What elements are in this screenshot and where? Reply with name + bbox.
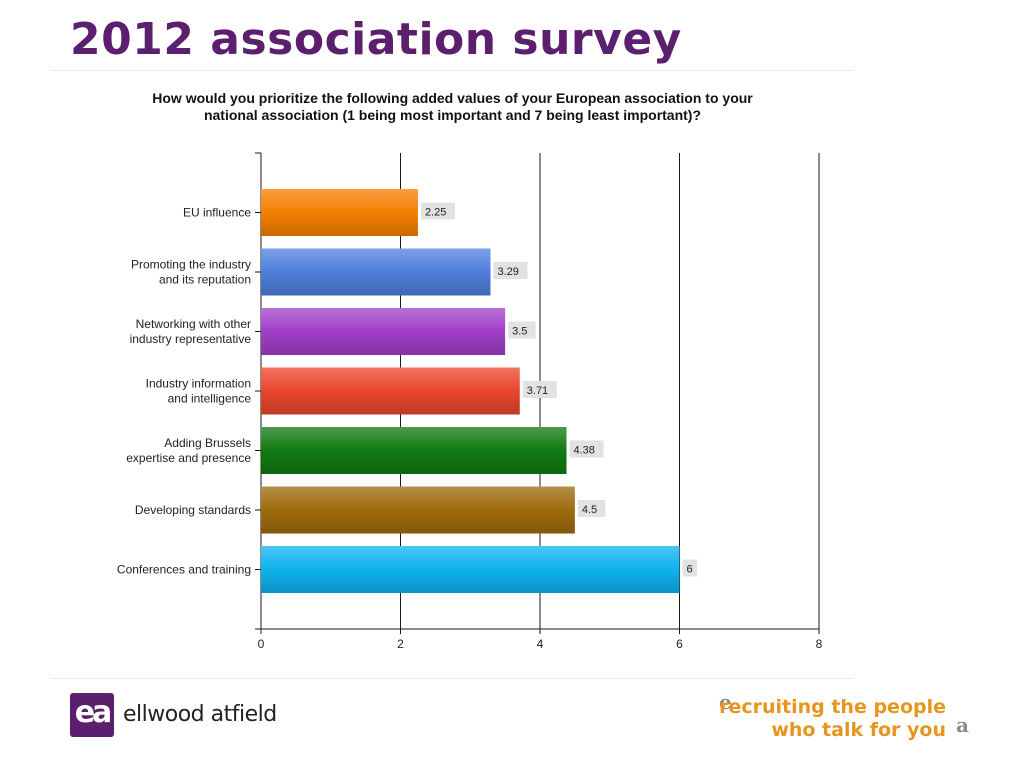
data-label-box: [493, 262, 528, 279]
bar: [261, 189, 418, 236]
ellwood-atfield-logo: ea: [70, 693, 114, 737]
tagline-quote-mark-right: a: [956, 713, 969, 737]
data-label-box: [682, 559, 697, 577]
data-label: 2.25: [425, 207, 446, 219]
slide-title: 2012 association survey: [70, 14, 682, 65]
category-label: and its reputation: [159, 273, 251, 287]
category-label: Developing standards: [135, 503, 251, 517]
category-label: expertise and presence: [126, 451, 251, 465]
chart-title-line-1: How would you prioritize the following a…: [152, 90, 753, 106]
data-label: 6: [687, 564, 693, 576]
bar: [261, 308, 506, 355]
data-label-box: [508, 321, 536, 339]
category-label: Conferences and training: [117, 563, 251, 577]
data-label-box: [569, 440, 604, 458]
data-label-box: [577, 500, 606, 517]
x-tick-label: 4: [537, 637, 544, 651]
x-tick-label: 8: [816, 637, 823, 651]
category-label: Industry information: [146, 377, 251, 391]
data-label-box: [522, 381, 557, 398]
chart-title-line-2: national association (1 being most impor…: [203, 107, 702, 123]
data-label: 3.29: [497, 266, 518, 278]
x-tick-label: 2: [397, 637, 404, 651]
chart-title: How would you prioritize the following a…: [100, 90, 805, 124]
category-label: EU influence: [183, 206, 251, 220]
logo-mark: ea: [74, 695, 113, 730]
data-label: 4.5: [582, 504, 597, 516]
category-label: industry representative: [130, 332, 252, 346]
category-label: Networking with other: [136, 317, 251, 331]
data-label-box: [420, 202, 455, 220]
tagline-line-1: recruiting the people: [719, 696, 946, 718]
category-label: Promoting the industry: [131, 258, 251, 272]
tagline-line-2: who talk for you: [771, 719, 946, 741]
title-divider: [50, 70, 854, 71]
data-label: 3.5: [512, 326, 527, 338]
data-label: 3.71: [527, 385, 548, 397]
category-label: Adding Brussels: [164, 436, 251, 450]
bar: [261, 546, 680, 593]
category-label: and intelligence: [168, 392, 252, 406]
tagline-quote-mark-left: e: [719, 690, 732, 714]
bar: [261, 367, 520, 415]
x-tick-label: 0: [258, 637, 265, 651]
data-label: 4.38: [574, 445, 595, 457]
x-tick-label: 6: [676, 637, 683, 651]
footer-divider: [50, 678, 854, 679]
brand-name: ellwood atfield: [123, 702, 277, 727]
bar: [261, 248, 491, 296]
bar: [261, 486, 575, 534]
tagline: recruiting the people who talk for you: [719, 696, 946, 742]
bar: [261, 427, 567, 474]
